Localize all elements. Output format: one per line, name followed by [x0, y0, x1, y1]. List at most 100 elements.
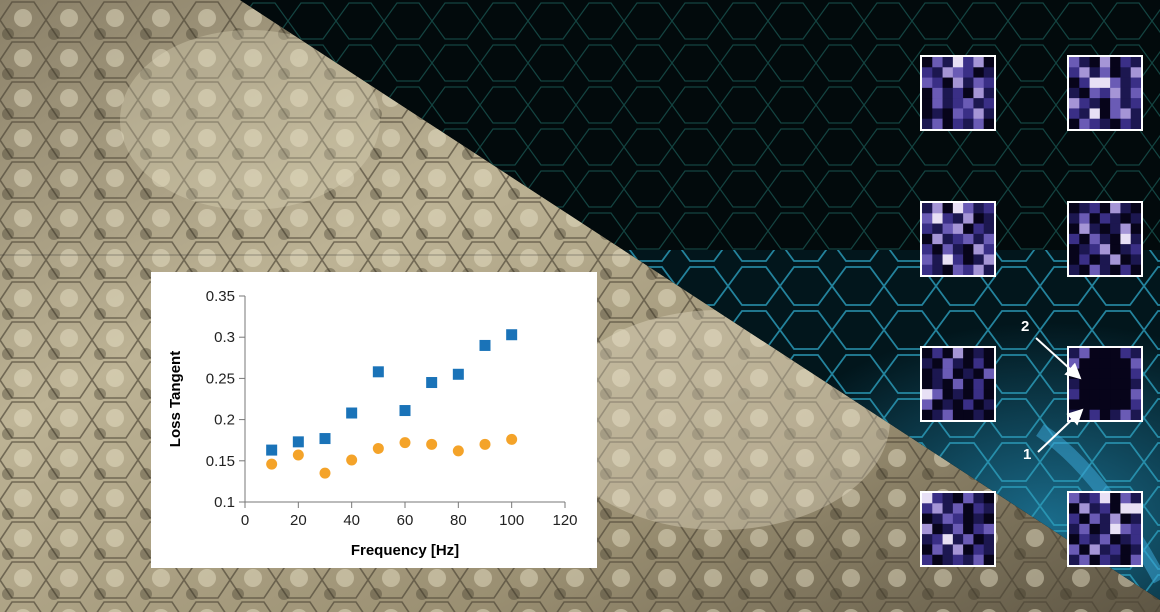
pixel-cell [963, 233, 974, 245]
pixel-cell [1079, 223, 1090, 235]
pixel-cell [1110, 223, 1121, 235]
pixel-cell [983, 108, 994, 120]
pixel-cell [952, 67, 964, 78]
pixel-cell [1069, 98, 1080, 109]
pixel-cell [983, 87, 994, 99]
pixel-cell [922, 368, 933, 380]
pixel-cell [963, 378, 974, 390]
pixel-cell [1089, 108, 1101, 120]
pixel-cell [952, 87, 964, 99]
pixel-cell [942, 57, 954, 68]
pixel-cell [1099, 213, 1111, 224]
pixel-cell [922, 513, 933, 525]
pixel-cell [973, 77, 985, 89]
pixel-cell [1079, 233, 1090, 245]
pixel-cell [1120, 108, 1132, 120]
pixel-cell [1099, 399, 1111, 411]
pixel-map-tile [920, 491, 996, 567]
pixel-cell [983, 348, 994, 359]
pixel-cell [1099, 264, 1111, 275]
pixel-cell [973, 118, 985, 129]
pixel-cell [1110, 389, 1121, 400]
pixel-cell [1069, 77, 1080, 89]
pixel-cell [1079, 254, 1090, 266]
pixel-cell [952, 534, 964, 545]
pixel-cell [922, 523, 933, 535]
pixel-cell [1130, 554, 1141, 565]
pixel-cell [963, 67, 974, 78]
data-point-square [426, 377, 438, 389]
pixel-cell [1130, 534, 1141, 545]
pixel-cell [932, 264, 943, 275]
pixel-cell [1069, 213, 1080, 224]
pixel-map [922, 493, 994, 565]
pixel-cell [932, 118, 943, 129]
pixel-cell [1079, 534, 1090, 545]
pixel-cell [1089, 409, 1101, 420]
pixel-cell [1110, 67, 1121, 78]
pixel-cell [1099, 98, 1111, 109]
pixel-cell [963, 409, 974, 420]
pixel-cell [983, 223, 994, 235]
pixel-cell [1089, 118, 1101, 129]
pixel-cell [1089, 358, 1101, 369]
pixel-cell [1110, 554, 1121, 565]
pixel-cell [942, 233, 954, 245]
pixel-cell [932, 389, 943, 400]
pixel-cell [942, 87, 954, 99]
pixel-cell [1089, 368, 1101, 380]
pixel-cell [1079, 358, 1090, 369]
pixel-cell [942, 213, 954, 224]
pixel-cell [983, 493, 994, 504]
pixel-cell [1069, 118, 1080, 129]
pixel-cell [983, 534, 994, 545]
pixel-cell [1130, 409, 1141, 420]
y-tick-label: 0.35 [206, 288, 235, 305]
pixel-map [1069, 203, 1141, 275]
pixel-cell [963, 389, 974, 400]
pixel-cell [942, 389, 954, 400]
pixel-cell [1120, 513, 1132, 525]
pixel-cell [922, 409, 933, 420]
y-tick-label: 0.25 [206, 370, 235, 387]
pixel-cell [942, 348, 954, 359]
pixel-cell [1089, 57, 1101, 68]
pixel-cell [942, 118, 954, 129]
pixel-cell [1110, 399, 1121, 411]
pixel-cell [1069, 108, 1080, 120]
pixel-cell [1130, 544, 1141, 556]
pixel-cell [1120, 534, 1132, 545]
pixel-cell [963, 108, 974, 120]
pixel-cell [1120, 389, 1132, 400]
pixel-cell [1110, 57, 1121, 68]
pixel-cell [973, 358, 985, 369]
pixel-cell [1069, 544, 1080, 556]
pixel-cell [1110, 534, 1121, 545]
pixel-cell [1099, 368, 1111, 380]
pixel-cell [922, 223, 933, 235]
pixel-cell [963, 513, 974, 525]
pixel-cell [1120, 503, 1132, 514]
pixel-cell [1079, 554, 1090, 565]
pixel-cell [983, 409, 994, 420]
pixel-cell [952, 213, 964, 224]
pixel-cell [963, 493, 974, 504]
data-point-square [266, 444, 278, 456]
pixel-cell [1110, 254, 1121, 266]
pixel-cell [1069, 348, 1080, 359]
pixel-cell [1069, 358, 1080, 369]
pixel-cell [1110, 233, 1121, 245]
pixel-cell [1120, 523, 1132, 535]
pixel-cell [952, 244, 964, 255]
pixel-map-tile [1067, 346, 1143, 422]
pixel-cell [1069, 389, 1080, 400]
pixel-cell [942, 358, 954, 369]
pixel-cell [932, 98, 943, 109]
pixel-cell [1099, 203, 1111, 214]
pixel-cell [932, 534, 943, 545]
pixel-cell [983, 233, 994, 245]
pixel-cell [1089, 223, 1101, 235]
pixel-cell [1089, 399, 1101, 411]
pixel-cell [1120, 213, 1132, 224]
pixel-cell [952, 57, 964, 68]
